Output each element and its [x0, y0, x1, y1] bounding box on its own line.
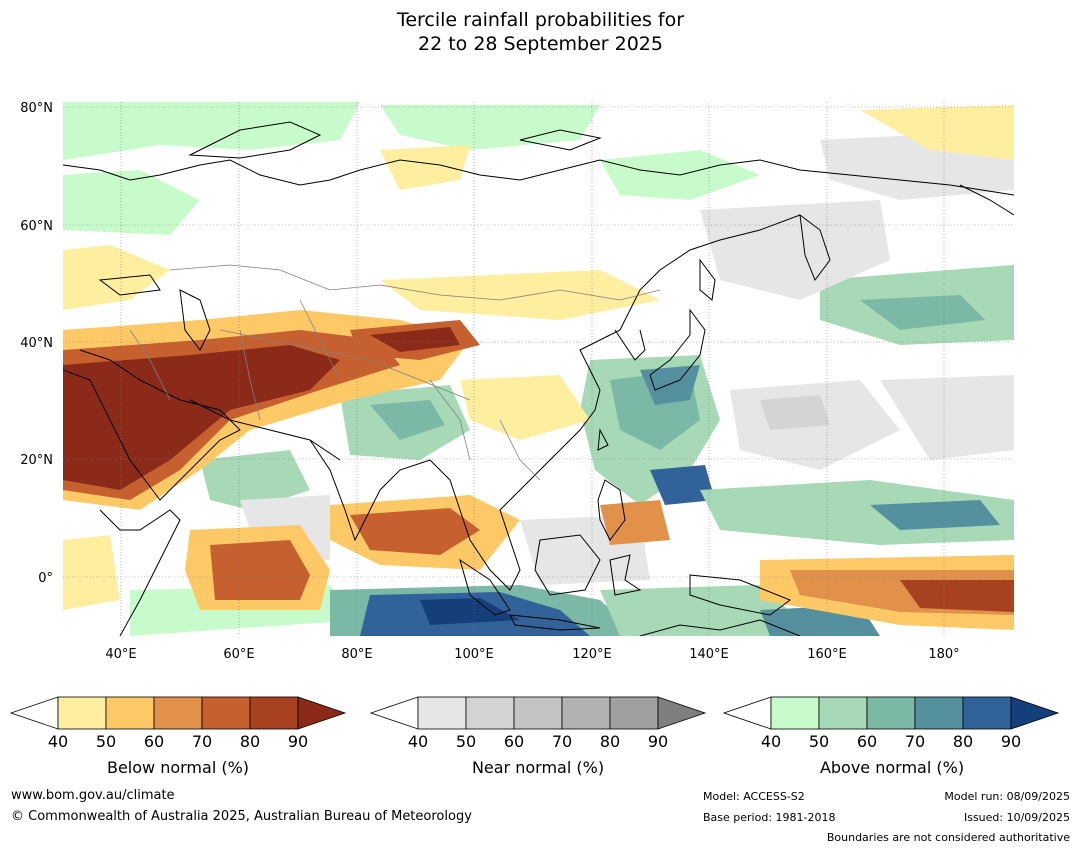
above-normal-swatch-2: [866, 696, 916, 730]
below-normal-tick-80: 80: [240, 732, 260, 751]
below-normal-swatch-2: [153, 696, 203, 730]
footer-model-run: Model run: 08/09/2025: [944, 790, 1070, 803]
below-normal-swatch-1: [105, 696, 155, 730]
map-svg: 80°N 60°N 40°N 20°N 0° 40°E 60°E 80°E 10…: [20, 101, 1014, 662]
colorbar-above-normal: 40 50 60 70 80 90: [723, 696, 1060, 751]
above-normal-tick-60: 60: [857, 732, 877, 751]
map-area: 80°N 60°N 40°N 20°N 0° 40°E 60°E 80°E 10…: [20, 101, 1014, 662]
above-normal-tick-80: 80: [953, 732, 973, 751]
below-normal-tick-50: 50: [96, 732, 116, 751]
near-normal-tick-80: 80: [600, 732, 620, 751]
probability-shading: [63, 102, 1014, 636]
near-normal-swatch-4: [609, 696, 659, 730]
lat-label-20n: 20°N: [20, 453, 53, 468]
legend-title-near-normal: Near normal (%): [471, 758, 605, 777]
footer-model: Model: ACCESS-S2: [703, 790, 805, 803]
longitude-labels: 40°E 60°E 80°E 100°E 120°E 140°E 160°E 1…: [105, 647, 959, 662]
colorbar-below-normal: 40 50 60 70 80 90: [10, 696, 347, 751]
near-normal-swatch-1: [465, 696, 515, 730]
near-normal-swatch-2: [513, 696, 563, 730]
below-normal-extend-high: [297, 696, 347, 730]
lon-label-80e: 80°E: [341, 647, 372, 662]
below-normal-tick-40: 40: [48, 732, 68, 751]
near-normal-extend-low: [370, 696, 419, 730]
above-normal-tick-40: 40: [761, 732, 781, 751]
near-normal-swatch-3: [561, 696, 611, 730]
lon-label-140e: 140°E: [689, 647, 729, 662]
near-normal-extend-high: [657, 696, 707, 730]
gridlines: [63, 102, 1014, 636]
map-title-line2: 22 to 28 September 2025: [418, 33, 663, 55]
lat-label-60n: 60°N: [20, 219, 53, 234]
above-normal-extend-high: [1010, 696, 1060, 730]
map-title-line1: Tercile rainfall probabilities for: [396, 9, 685, 31]
lon-label-180: 180°: [928, 647, 959, 662]
below-normal-swatch-4: [249, 696, 299, 730]
above-normal-tick-50: 50: [809, 732, 829, 751]
above-normal-swatch-4: [962, 696, 1012, 730]
lat-label-40n: 40°N: [20, 336, 53, 351]
legend-title-below-normal: Below normal (%): [106, 758, 250, 777]
country-borders: [129, 264, 661, 481]
near-normal-tick-70: 70: [552, 732, 572, 751]
near-normal-tick-60: 60: [504, 732, 524, 751]
below-normal-tick-60: 60: [144, 732, 164, 751]
below-normal-swatch-0: [57, 696, 107, 730]
lat-label-0: 0°: [38, 571, 53, 586]
lon-label-40e: 40°E: [105, 647, 136, 662]
above-normal-swatch-3: [914, 696, 964, 730]
footer-copyright: © Commonwealth of Australia 2025, Austra…: [11, 809, 472, 824]
above-normal-swatch-0: [770, 696, 820, 730]
footer-base-period: Base period: 1981-2018: [703, 811, 836, 824]
footer-issued: Issued: 10/09/2025: [963, 811, 1070, 824]
near-normal-swatch-0: [417, 696, 467, 730]
lon-label-100e: 100°E: [454, 647, 494, 662]
latitude-labels: 80°N 60°N 40°N 20°N 0°: [20, 101, 53, 586]
lat-label-80n: 80°N: [20, 101, 53, 116]
lon-label-160e: 160°E: [807, 647, 847, 662]
colorbar-near-normal: 40 50 60 70 80 90: [370, 696, 707, 751]
above-normal-tick-70: 70: [905, 732, 925, 751]
legend-title-above-normal: Above normal (%): [819, 758, 965, 777]
footer-disclaimer: Boundaries are not considered authoritat…: [826, 831, 1070, 844]
near-normal-tick-40: 40: [408, 732, 428, 751]
coastlines: [63, 121, 1014, 636]
lon-label-120e: 120°E: [572, 647, 612, 662]
below-normal-tick-70: 70: [192, 732, 212, 751]
lon-label-60e: 60°E: [223, 647, 254, 662]
above-normal-extend-low: [723, 696, 772, 730]
footer-website: www.bom.gov.au/climate: [11, 788, 175, 803]
near-normal-tick-90: 90: [648, 732, 668, 751]
below-normal-tick-90: 90: [288, 732, 308, 751]
below-normal-swatch-3: [201, 696, 251, 730]
above-normal-tick-90: 90: [1001, 732, 1021, 751]
above-normal-swatch-1: [818, 696, 868, 730]
near-normal-tick-50: 50: [456, 732, 476, 751]
below-normal-extend-low: [10, 696, 59, 730]
